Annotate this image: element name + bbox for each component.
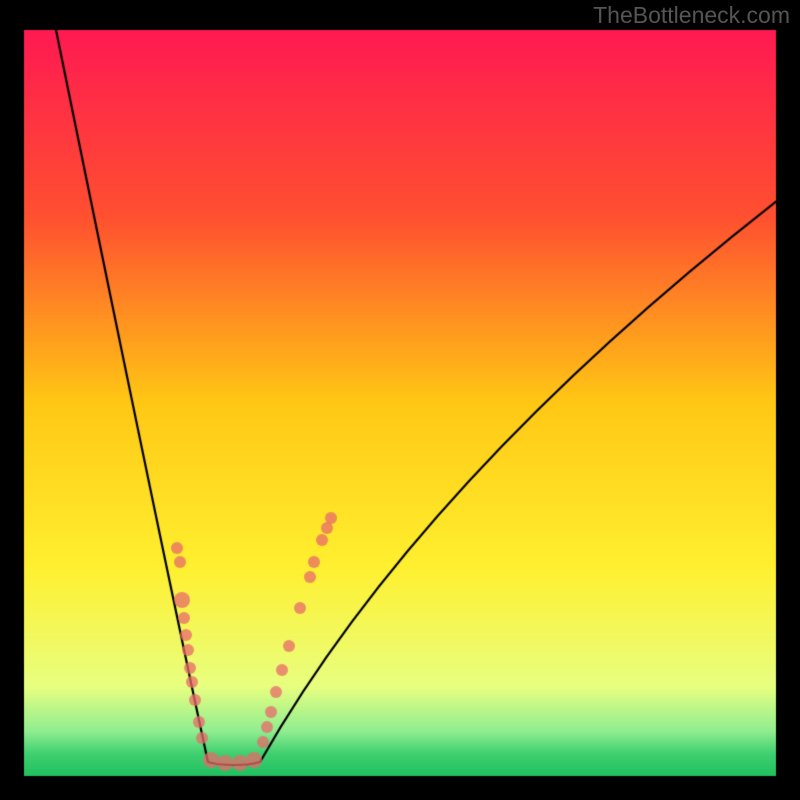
bottleneck-curve-chart <box>0 0 800 800</box>
chart-stage: TheBottleneck.com <box>0 0 800 800</box>
watermark-text: TheBottleneck.com <box>593 2 790 29</box>
